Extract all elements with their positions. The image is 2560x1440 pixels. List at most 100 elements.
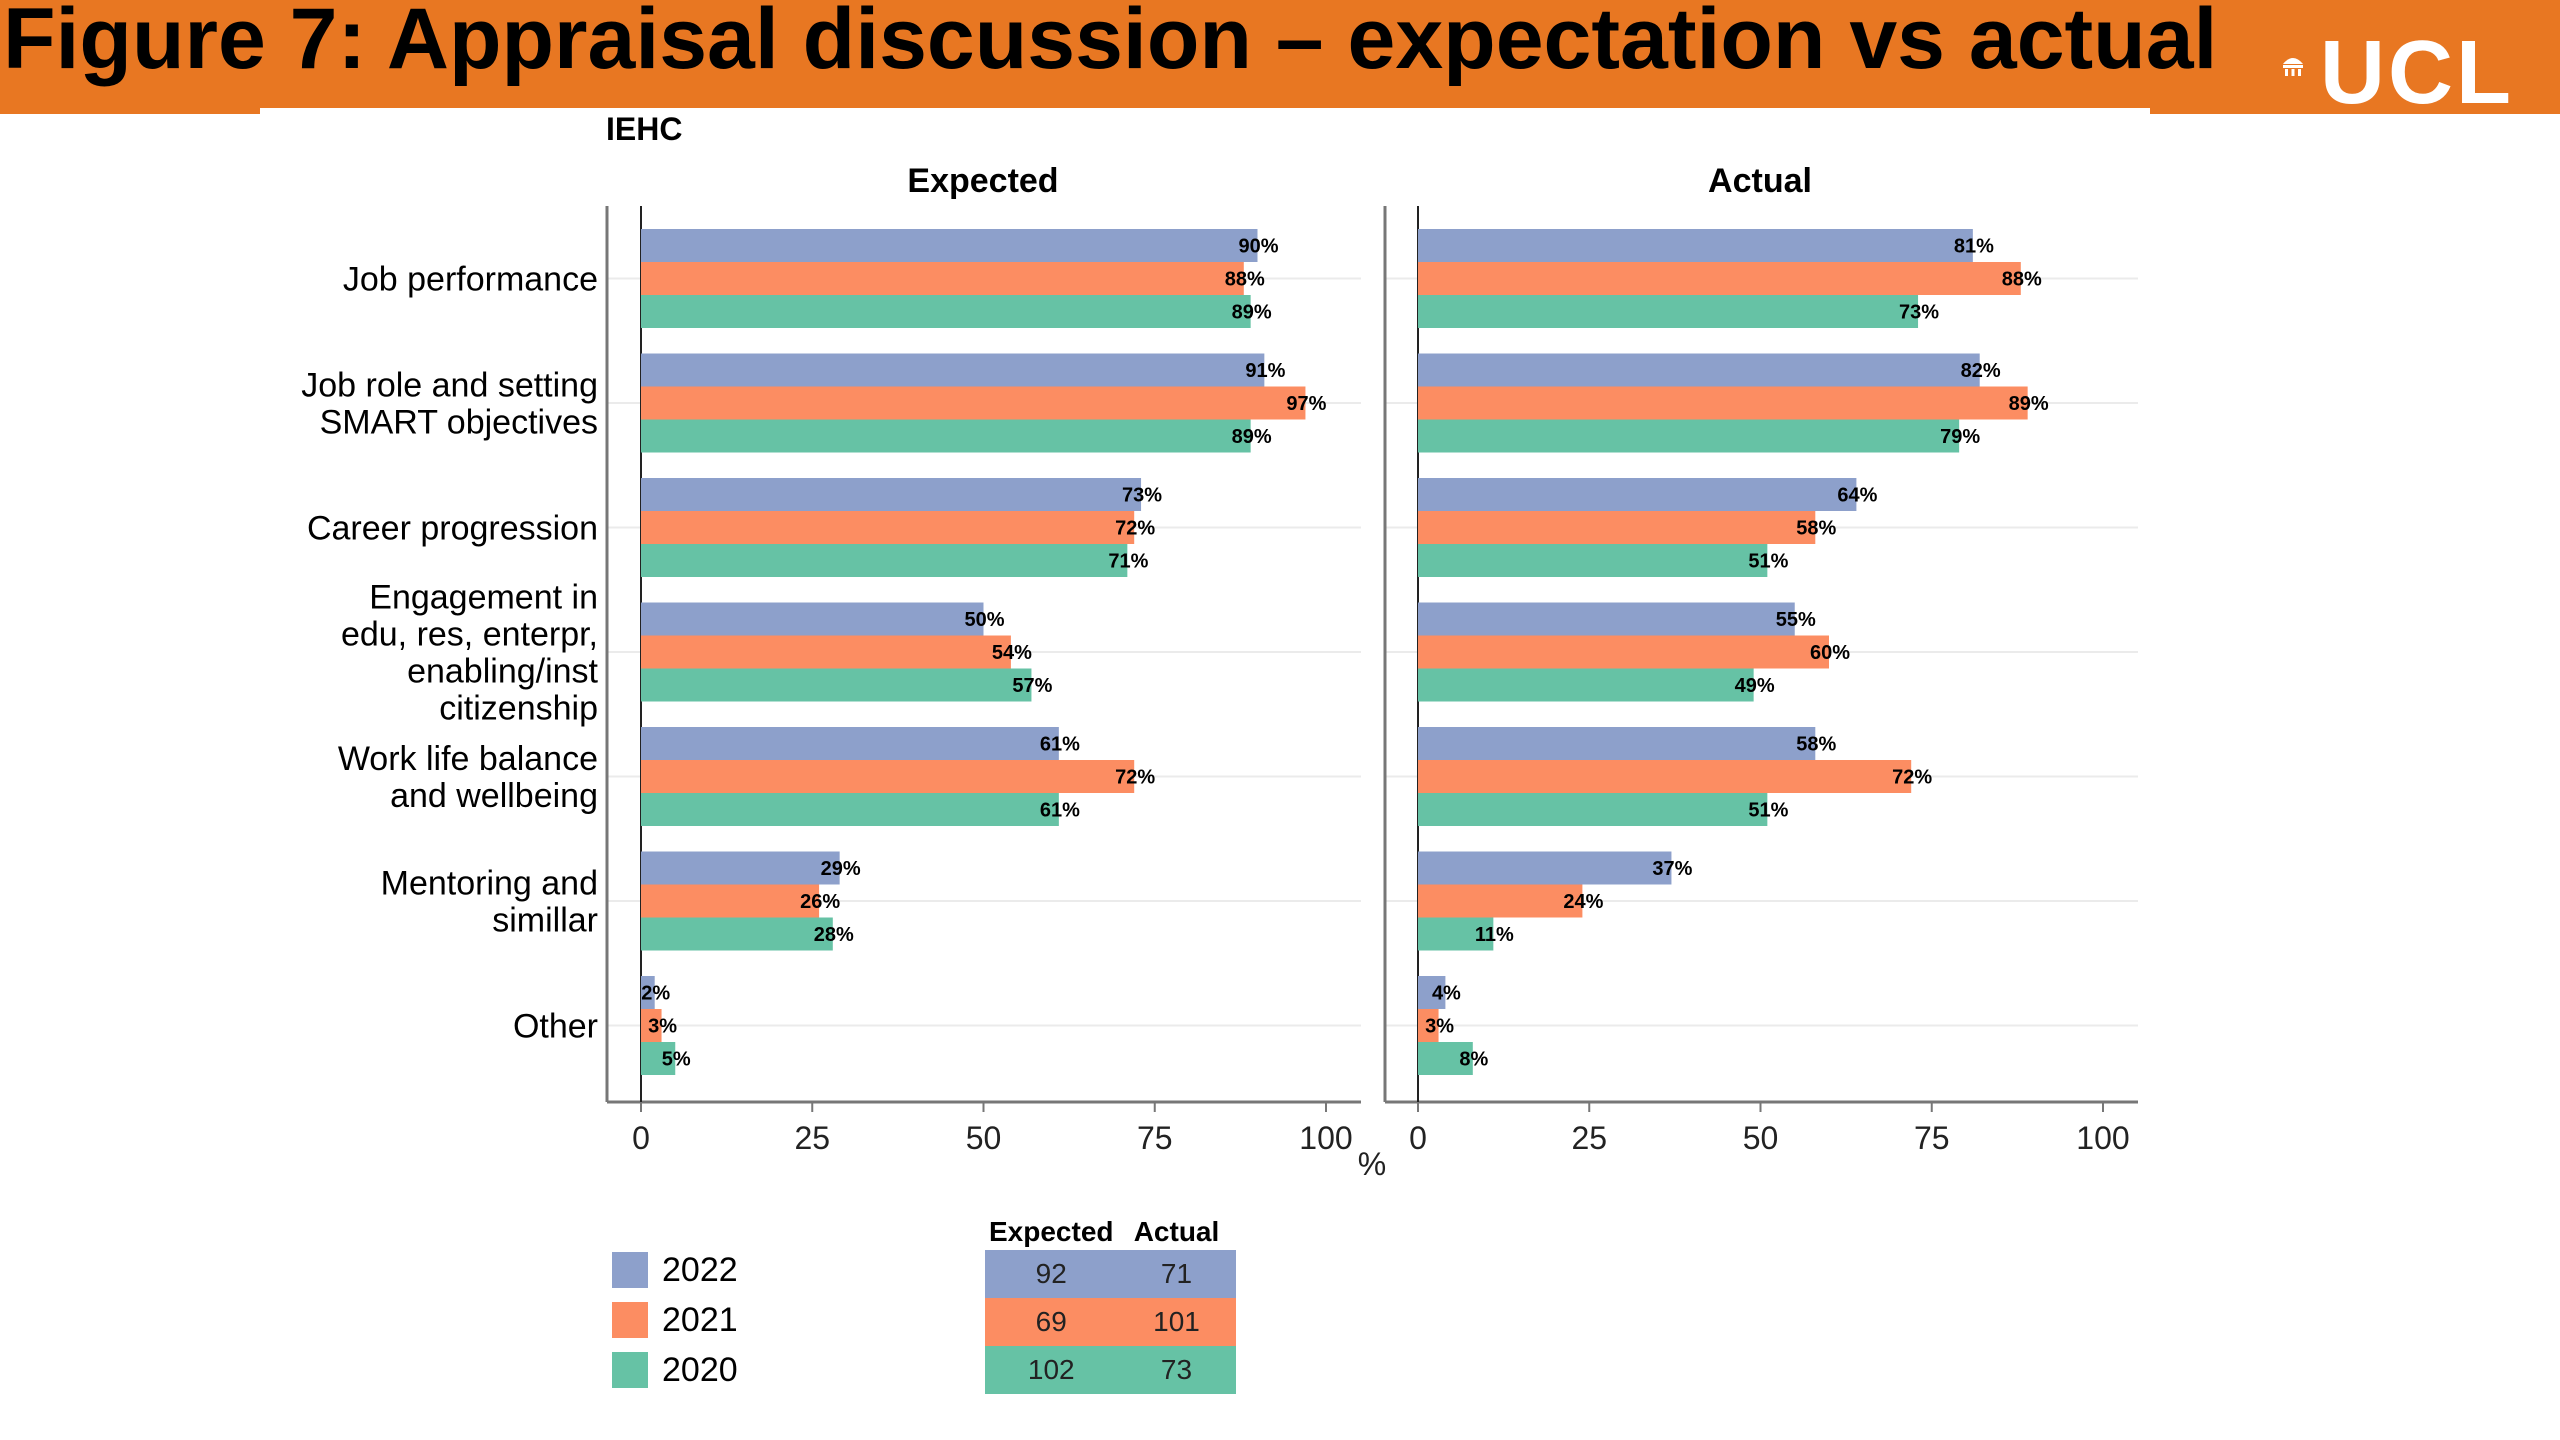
category-label: Mentoring and [381, 865, 598, 903]
table-row: 69 101 [985, 1298, 1236, 1346]
category-label: SMART objectives [320, 404, 598, 442]
bar-2021 [1418, 386, 2028, 420]
bar-2020 [641, 295, 1251, 328]
data-label: 58% [1796, 734, 1836, 756]
data-label: 57% [1012, 675, 1052, 697]
bar-2020 [641, 793, 1059, 826]
bar-2022 [1418, 478, 1857, 511]
panel-title-expected: Expected [907, 162, 1058, 200]
legend-swatch [612, 1352, 648, 1388]
data-label: 82% [1961, 360, 2001, 382]
data-label: 61% [1040, 800, 1080, 822]
title-banner [0, 0, 2560, 114]
data-label: 3% [648, 1016, 677, 1038]
bar-2022 [641, 478, 1142, 511]
x-tick-label: 25 [1571, 1120, 1607, 1156]
group-label: IEHC [606, 111, 682, 147]
data-label: 97% [1286, 393, 1326, 415]
x-tick-label: 0 [1409, 1120, 1427, 1156]
data-label: 51% [1748, 800, 1788, 822]
table-header-expected: Expected [989, 1216, 1114, 1247]
data-label: 81% [1954, 236, 1994, 258]
data-label: 72% [1892, 767, 1932, 789]
data-label: 55% [1776, 609, 1816, 631]
x-axis-label: % [1358, 1146, 1386, 1182]
category-label: edu, res, enterpr, [341, 616, 598, 654]
bar-2020 [641, 668, 1032, 702]
category-label: citizenship [439, 690, 598, 728]
bar-2021 [641, 386, 1306, 420]
table-cell: 92 [1035, 1258, 1067, 1289]
bar-2022 [1418, 727, 1816, 760]
category-label: Career progression [307, 510, 598, 548]
bar-2021 [641, 635, 1011, 669]
category-label: Other [513, 1008, 598, 1046]
data-label: 72% [1115, 518, 1155, 540]
bar-2022 [641, 976, 655, 1009]
legend-item: 2020 [612, 1345, 738, 1395]
data-label: 71% [1108, 551, 1148, 573]
data-label: 79% [1940, 426, 1980, 448]
data-label: 54% [992, 642, 1032, 664]
legend-item: 2021 [612, 1295, 738, 1345]
bar-2020 [1418, 419, 1960, 453]
legend-label: 2022 [662, 1250, 738, 1289]
data-label: 2% [641, 983, 670, 1005]
table-row: 92 71 [985, 1250, 1236, 1298]
data-label: 89% [1232, 426, 1272, 448]
figure-title: Figure 7: Appraisal discussion – expecta… [3, 0, 2218, 87]
bar-2021 [641, 262, 1244, 295]
bar-2021 [641, 884, 820, 918]
data-label: 24% [1563, 891, 1603, 913]
data-label: 5% [662, 1049, 691, 1071]
bar-2022 [1418, 353, 1980, 387]
table-header-actual: Actual [1133, 1216, 1220, 1247]
bar-2022 [641, 229, 1258, 262]
data-label: 8% [1459, 1049, 1488, 1071]
bar-2022 [1418, 851, 1672, 885]
data-label: 89% [2009, 393, 2049, 415]
data-label: 29% [821, 858, 861, 880]
bar-2021 [641, 511, 1135, 544]
bar-2020 [1418, 1042, 1473, 1075]
bar-2021 [1418, 1009, 1439, 1042]
category-label: Work life balance [338, 740, 598, 778]
x-tick-label: 0 [632, 1120, 650, 1156]
data-label: 61% [1040, 734, 1080, 756]
table-row: 102 73 [985, 1346, 1236, 1394]
x-tick-label: 100 [2076, 1120, 2129, 1156]
x-tick-label: 75 [1914, 1120, 1950, 1156]
table-cell: 71 [1160, 1258, 1193, 1289]
bar-2020 [1418, 793, 1768, 826]
bar-2022 [641, 353, 1265, 387]
bar-2020 [1418, 295, 1919, 328]
data-label: 88% [2002, 269, 2042, 291]
x-tick-label: 75 [1137, 1120, 1173, 1156]
banner-strip [260, 108, 2150, 118]
data-label: 72% [1115, 767, 1155, 789]
data-label: 58% [1796, 518, 1836, 540]
data-label: 50% [964, 609, 1004, 631]
bar-2022 [641, 727, 1059, 760]
data-label: 49% [1735, 675, 1775, 697]
bar-2020 [1418, 668, 1754, 702]
table-cell: 69 [1035, 1306, 1067, 1337]
respondent-count-table: Expected Actual 92 71 69 101 102 73 [985, 1214, 1236, 1394]
bar-2022 [1418, 976, 1446, 1009]
bar-2021 [641, 1009, 662, 1042]
bar-2020 [641, 544, 1128, 577]
ucl-logo: UCL [2280, 28, 2530, 118]
data-label: 64% [1837, 485, 1877, 507]
legend-label: 2020 [662, 1350, 738, 1389]
bar-2022 [641, 602, 984, 636]
category-label: simillar [492, 902, 598, 940]
bar-2022 [1418, 602, 1795, 636]
x-tick-label: 50 [966, 1120, 1002, 1156]
legend: 2022 2021 2020 [612, 1245, 738, 1395]
bar-2021 [1418, 760, 1912, 793]
data-label: 51% [1748, 551, 1788, 573]
bar-2021 [1418, 884, 1583, 918]
data-label: 26% [800, 891, 840, 913]
data-label: 73% [1122, 485, 1162, 507]
panel-title-actual: Actual [1708, 162, 1812, 200]
